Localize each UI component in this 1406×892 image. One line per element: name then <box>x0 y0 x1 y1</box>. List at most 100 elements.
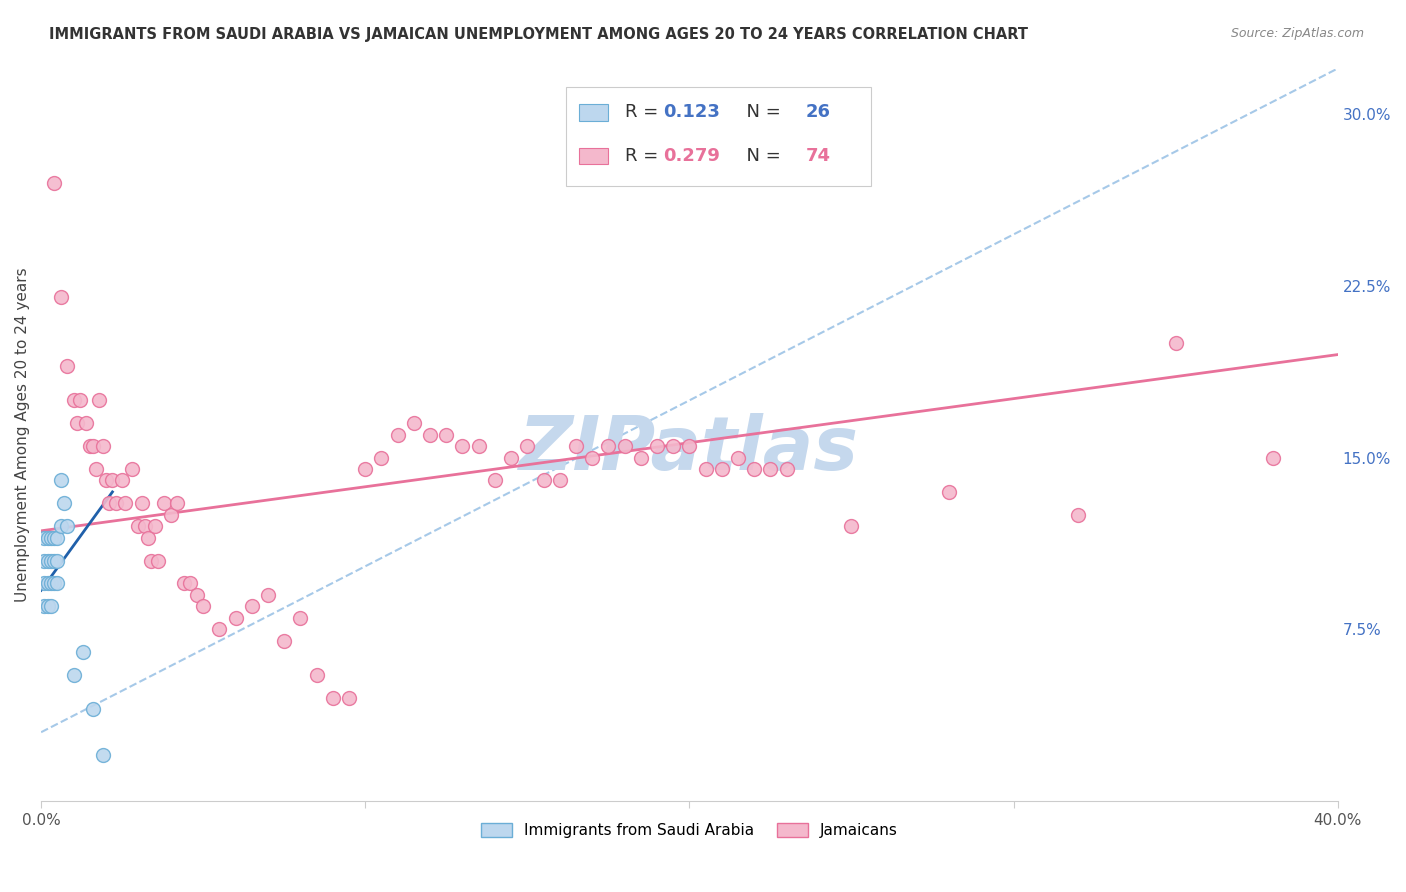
Point <box>49 474 72 488</box>
Point <box>46 531 69 545</box>
Bar <box>579 148 607 164</box>
Point <box>111 474 134 488</box>
Point <box>39 576 62 591</box>
Point <box>1164 336 1187 351</box>
Point <box>290 611 312 625</box>
Point <box>49 519 72 533</box>
Point <box>146 553 169 567</box>
Text: R =: R = <box>624 103 664 121</box>
FancyBboxPatch shape <box>567 87 870 186</box>
Point <box>451 439 474 453</box>
Point <box>402 417 425 431</box>
Point <box>484 474 506 488</box>
Point <box>337 690 360 705</box>
Point <box>1261 450 1284 465</box>
Point <box>98 496 121 510</box>
Point <box>354 462 377 476</box>
Point <box>193 599 215 614</box>
Point <box>759 462 782 476</box>
Point <box>370 450 392 465</box>
Point <box>136 531 159 545</box>
Point <box>742 462 765 476</box>
Point <box>419 427 441 442</box>
Point <box>613 439 636 453</box>
Text: 74: 74 <box>806 147 831 165</box>
Text: 26: 26 <box>806 103 831 121</box>
Point <box>42 553 65 567</box>
Point <box>434 427 457 442</box>
Point <box>727 450 749 465</box>
Point <box>322 690 344 705</box>
Point <box>34 576 56 591</box>
Point <box>52 496 75 510</box>
Point <box>104 496 127 510</box>
Point <box>581 450 603 465</box>
Point <box>46 576 69 591</box>
Point <box>501 450 523 465</box>
Point <box>42 531 65 545</box>
Point <box>179 576 201 591</box>
Point <box>62 668 84 682</box>
Point <box>94 474 117 488</box>
Text: N =: N = <box>735 103 786 121</box>
Point <box>84 462 107 476</box>
Point <box>37 553 59 567</box>
Point <box>305 668 328 682</box>
Text: ZIPatlas: ZIPatlas <box>519 413 859 486</box>
Point <box>121 462 143 476</box>
Point <box>710 462 733 476</box>
Point <box>72 645 94 659</box>
Point <box>114 496 136 510</box>
Point <box>42 176 65 190</box>
Point <box>91 748 114 763</box>
Point <box>467 439 489 453</box>
Point <box>516 439 538 453</box>
Point <box>153 496 176 510</box>
Point <box>82 702 104 716</box>
Point <box>257 588 280 602</box>
Text: N =: N = <box>735 147 786 165</box>
Point <box>56 359 79 373</box>
Point <box>695 462 717 476</box>
Point <box>37 576 59 591</box>
Bar <box>579 104 607 120</box>
Point <box>62 393 84 408</box>
Point <box>273 633 295 648</box>
Point <box>662 439 685 453</box>
Point <box>49 290 72 304</box>
Point <box>387 427 409 442</box>
Point <box>678 439 700 453</box>
Point <box>79 439 101 453</box>
Point <box>34 553 56 567</box>
Point <box>39 531 62 545</box>
Text: 0.279: 0.279 <box>664 147 720 165</box>
Point <box>101 474 124 488</box>
Point <box>1067 508 1090 522</box>
Point <box>34 531 56 545</box>
Point <box>225 611 247 625</box>
Point <box>34 599 56 614</box>
Point <box>131 496 153 510</box>
Point <box>143 519 166 533</box>
Point <box>166 496 188 510</box>
Point <box>159 508 181 522</box>
Point <box>186 588 208 602</box>
Point <box>56 519 79 533</box>
Point <box>938 484 960 499</box>
Point <box>548 474 571 488</box>
Point <box>630 450 652 465</box>
Point <box>37 531 59 545</box>
Point <box>39 599 62 614</box>
Point <box>598 439 620 453</box>
Point <box>76 417 98 431</box>
Point <box>134 519 156 533</box>
Point <box>208 622 231 636</box>
Point <box>91 439 114 453</box>
Point <box>173 576 195 591</box>
Y-axis label: Unemployment Among Ages 20 to 24 years: Unemployment Among Ages 20 to 24 years <box>15 268 30 602</box>
Point <box>645 439 668 453</box>
Point <box>775 462 797 476</box>
Text: R =: R = <box>624 147 664 165</box>
Point <box>565 439 588 453</box>
Point <box>141 553 163 567</box>
